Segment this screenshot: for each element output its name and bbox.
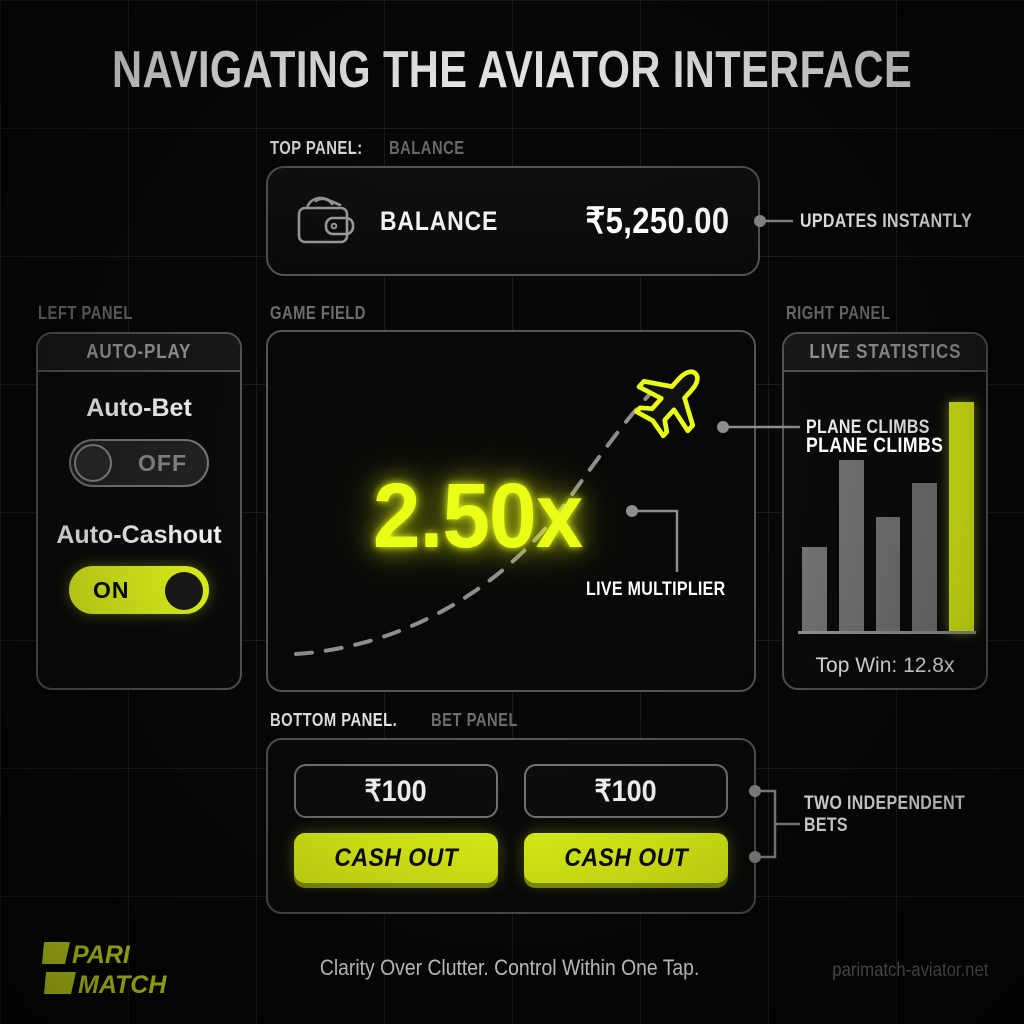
live-multiplier-text: 2.50x xyxy=(373,465,583,567)
auto-play-panel-header: AUTO-PLAY xyxy=(38,334,240,372)
live-statistics-header-text: LIVE STATISTICS xyxy=(809,340,961,363)
live-multiplier-value: 2.50x xyxy=(268,464,688,569)
auto-bet-label: Auto-Bet xyxy=(86,394,192,422)
live-statistics-panel: LIVE STATISTICS PLANE CLIMBS Top Win: 12… xyxy=(782,332,988,690)
annotation-two-independent-bets: TWO INDEPENDENT BETS xyxy=(804,793,996,838)
left-panel-label-text: LEFT PANEL xyxy=(38,303,133,323)
balance-value: ₹5,250.00 xyxy=(562,200,730,242)
balance-label: BALANCE xyxy=(380,206,519,237)
auto-play-panel: AUTO-PLAY Auto-Bet OFF Auto-Cashout ON xyxy=(36,332,242,690)
bottom-panel-label-strong: BOTTOM PANEL. xyxy=(270,710,398,730)
logo-shape-bottom xyxy=(44,972,76,994)
cash-out-button-1[interactable]: CASH OUT xyxy=(294,833,498,883)
logo-shape-top xyxy=(42,942,70,964)
bet-grid: ₹100 CASH OUT ₹100 CASH OUT xyxy=(268,740,754,907)
auto-play-header-text: AUTO-PLAY xyxy=(86,340,192,363)
footer-tagline-text: Clarity Over Clutter. Control Within One… xyxy=(320,955,700,980)
page-title: NAVIGATING THE AVIATOR INTERFACE xyxy=(0,40,1024,100)
annotation-live-multiplier: LIVE MULTIPLIER xyxy=(586,579,752,601)
footer-site-url-text: parimatch-aviator.net xyxy=(831,960,988,981)
bet-amount-value-2: ₹100 xyxy=(594,774,658,808)
bar-4 xyxy=(912,482,938,632)
plane-climbs-overlay-label: PLANE CLIMBS xyxy=(806,434,970,458)
annotation-updates-instantly: UPDATES INSTANTLY xyxy=(800,211,1005,233)
bet-panel: ₹100 CASH OUT ₹100 CASH OUT xyxy=(266,738,756,914)
bar-chart-baseline xyxy=(798,631,976,634)
right-panel-label-text: RIGHT PANEL xyxy=(786,303,891,323)
bottom-panel-section-label: BOTTOM PANEL. BET PANEL xyxy=(270,710,537,731)
annotation-updates-instantly-text: UPDATES INSTANTLY xyxy=(800,211,973,232)
bottom-panel-label-dim: BET PANEL xyxy=(430,710,518,730)
annotation-live-multiplier-text: LIVE MULTIPLIER xyxy=(586,579,726,600)
top-panel-label-strong: TOP PANEL: xyxy=(270,138,363,158)
cash-out-label-1: CASH OUT xyxy=(334,843,458,872)
right-panel-section-label: RIGHT PANEL xyxy=(786,303,913,324)
balance-value-text: ₹5,250.00 xyxy=(585,200,730,241)
game-field-label-text: GAME FIELD xyxy=(270,303,366,323)
auto-bet-toggle[interactable]: OFF xyxy=(69,439,209,487)
balance-panel[interactable]: BALANCE ₹5,250.00 xyxy=(266,166,760,276)
bar-3 xyxy=(875,517,901,632)
auto-cashout-toggle-knob xyxy=(165,572,203,610)
left-panel-section-label: LEFT PANEL xyxy=(38,303,154,324)
footer-tagline: Clarity Over Clutter. Control Within One… xyxy=(280,955,740,981)
balance-label-text: BALANCE xyxy=(380,205,499,236)
wallet-icon xyxy=(297,196,355,244)
top-panel-label-dim: BALANCE xyxy=(388,138,465,158)
auto-cashout-label: Auto-Cashout xyxy=(56,521,222,549)
live-statistics-panel-header: LIVE STATISTICS xyxy=(784,334,986,372)
top-panel-section-label: TOP PANEL: BALANCE xyxy=(270,138,481,159)
bet-column-1: ₹100 CASH OUT xyxy=(294,764,498,883)
airplane-icon xyxy=(634,369,700,439)
bar-1 xyxy=(802,546,827,632)
auto-bet-toggle-knob xyxy=(74,444,112,482)
game-field-section-label: GAME FIELD xyxy=(270,303,387,324)
annotation-two-independent-bets-line1: TWO INDEPENDENT xyxy=(804,793,966,814)
bet-amount-input-2[interactable]: ₹100 xyxy=(524,764,728,818)
top-win-caption: Top Win: 12.8x xyxy=(815,654,955,677)
connector-bracket-bets xyxy=(755,789,777,859)
footer-site-url: parimatch-aviator.net xyxy=(811,960,988,982)
bar-2 xyxy=(838,459,864,632)
cash-out-label-2: CASH OUT xyxy=(564,843,688,872)
auto-cashout-toggle[interactable]: ON xyxy=(69,566,209,614)
bet-amount-value-1: ₹100 xyxy=(364,774,428,808)
auto-play-panel-body: Auto-Bet OFF Auto-Cashout ON xyxy=(38,372,240,648)
logo-text-pari: PARI xyxy=(72,941,131,969)
plane-climbs-overlay-text: PLANE CLIMBS xyxy=(806,434,944,457)
bet-column-2: ₹100 CASH OUT xyxy=(524,764,728,883)
logo-text-match: MATCH xyxy=(78,971,167,999)
annotation-two-independent-bets-line2: BETS xyxy=(804,815,848,837)
auto-cashout-toggle-state: ON xyxy=(93,576,130,603)
cash-out-button-2[interactable]: CASH OUT xyxy=(524,833,728,883)
game-field-panel[interactable]: 2.50x xyxy=(266,330,756,692)
page-title-text: NAVIGATING THE AVIATOR INTERFACE xyxy=(111,41,913,99)
parimatch-logo[interactable]: PARI MATCH xyxy=(42,938,192,1000)
auto-bet-toggle-state: OFF xyxy=(138,449,187,476)
bet-amount-input-1[interactable]: ₹100 xyxy=(294,764,498,818)
